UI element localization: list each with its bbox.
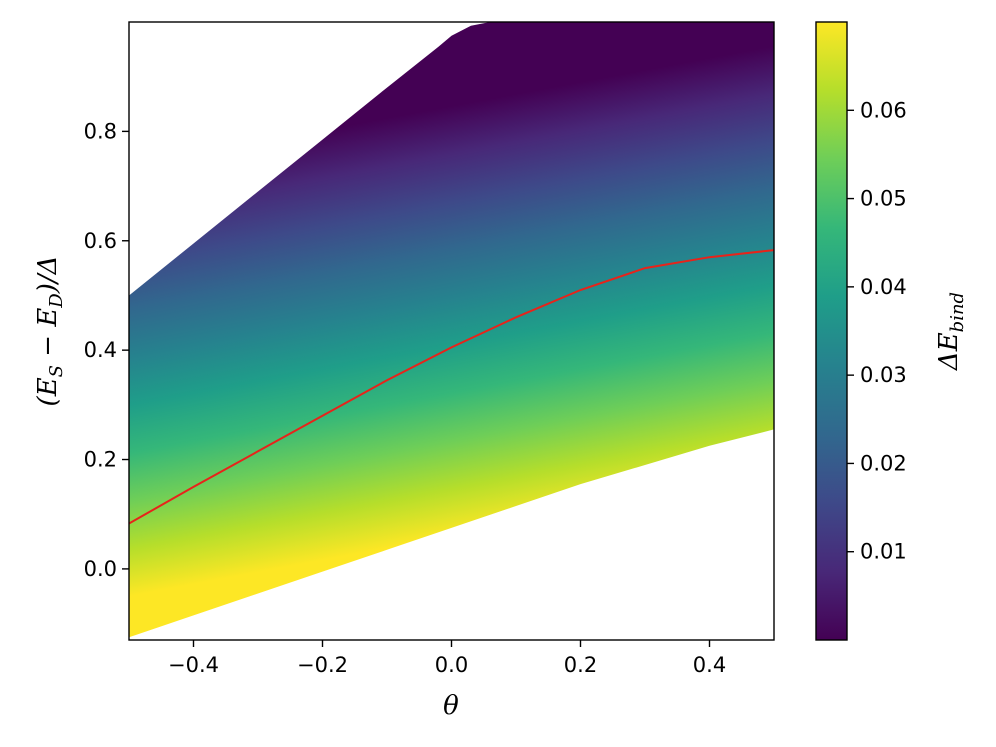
y-axis-ticks: 0.0 0.2 0.4 0.6 0.8 (84, 119, 129, 581)
colorbar-ticks: 0.01 0.02 0.03 0.04 0.05 0.06 (847, 98, 907, 564)
y-tick-label: 0.8 (84, 119, 117, 143)
colorbar-tick-label: 0.02 (860, 451, 907, 475)
plot-area: −0.4 −0.2 0.0 0.2 0.4 0.0 0.2 0.4 0.6 0.8 (84, 21, 775, 677)
colorbar-label-part: ΔE (934, 332, 964, 371)
x-tick-label: −0.4 (168, 653, 219, 677)
y-axis-label: (ES − ED)/Δ (33, 256, 67, 407)
y-axis-label-subscript: D (46, 293, 67, 309)
colorbar-frame (815, 21, 848, 641)
x-tick-label: −0.2 (297, 653, 348, 677)
colorbar-tick-label: 0.04 (860, 275, 907, 299)
y-tick-label: 0.4 (84, 338, 117, 362)
y-axis-label-part: − E (33, 308, 63, 365)
colorbar-label-subscript: bind (947, 292, 968, 332)
x-axis-ticks: −0.4 −0.2 0.0 0.2 0.4 (168, 640, 726, 677)
colorbar-tick-label: 0.03 (860, 363, 907, 387)
y-tick-label: 0.6 (84, 229, 117, 253)
x-tick-label: 0.2 (564, 653, 597, 677)
x-tick-label: 0.4 (693, 653, 726, 677)
heatmap-region (129, 22, 774, 638)
series-line (129, 249, 774, 525)
colorbar-tick-label: 0.05 (860, 187, 907, 211)
y-axis-label-subscript: S (46, 365, 67, 377)
x-tick-label: 0.0 (435, 653, 468, 677)
y-axis-label-part: )/Δ (33, 256, 63, 295)
y-axis-label-part: (E (33, 377, 63, 406)
colorbar-label: ΔEbind (934, 292, 968, 371)
colorbar-gradient (816, 22, 847, 640)
y-tick-label: 0.0 (84, 557, 117, 581)
y-tick-label: 0.2 (84, 448, 117, 472)
colorbar-tick-label: 0.01 (860, 540, 907, 564)
colorbar-tick-label: 0.06 (860, 98, 907, 122)
x-axis-label: θ (443, 691, 459, 721)
colorbar: 0.01 0.02 0.03 0.04 0.05 0.06 (815, 21, 907, 641)
